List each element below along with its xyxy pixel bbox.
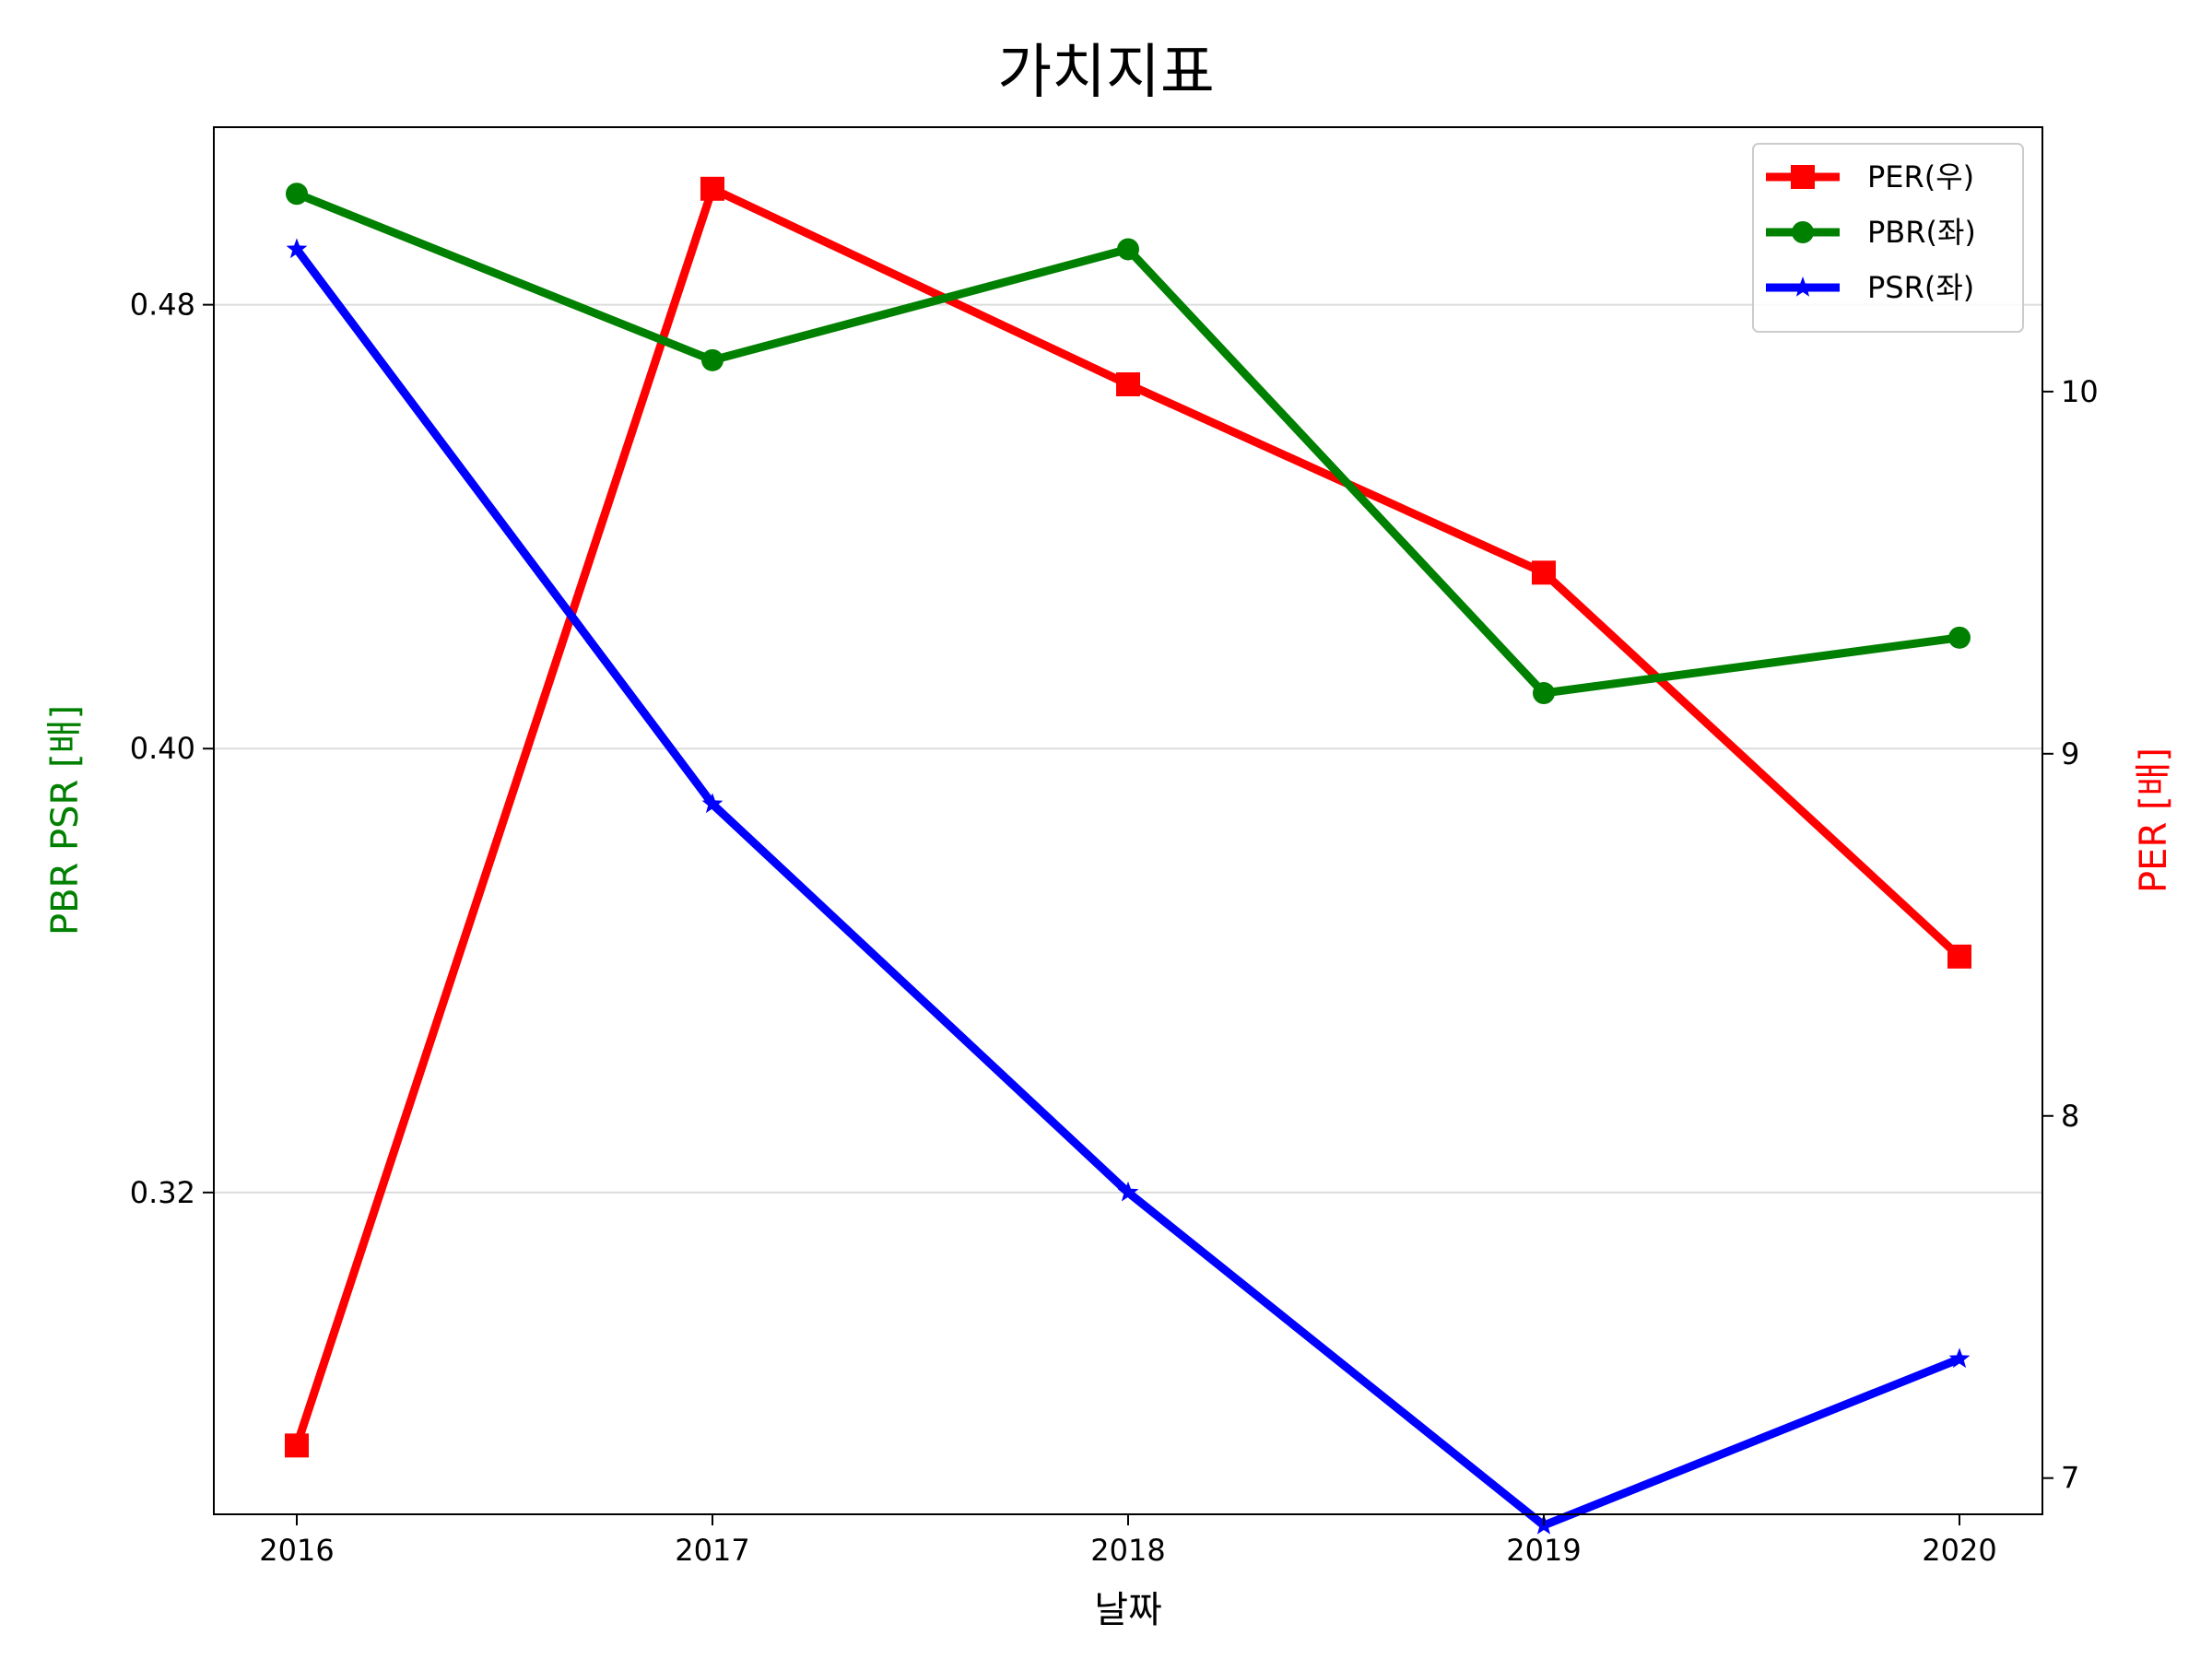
legend-marker [1791, 165, 1815, 189]
left-y-axis: 0.32 0.40 0.48 [130, 288, 214, 1210]
legend-label: PSR(좌) [1867, 270, 1974, 305]
series-2-point [286, 238, 308, 259]
series-0-point [1116, 371, 1140, 396]
markers-layer [285, 176, 1971, 1535]
x-axis-label: 날짜 [1094, 1589, 1162, 1631]
left-tick-label: 0.40 [130, 731, 195, 766]
x-tick-label: 2020 [1922, 1533, 1996, 1568]
left-tick-label: 0.48 [130, 288, 195, 323]
series-2-point [1117, 1181, 1139, 1202]
series-2-point [701, 793, 724, 814]
left-y-axis-label: PBR PSR [배] [44, 705, 87, 935]
right-tick-label: 8 [2061, 1099, 2079, 1134]
series-1-point [286, 182, 308, 206]
legend-marker [1792, 276, 1814, 297]
legend-label: PBR(좌) [1867, 215, 1976, 250]
series-1-point [701, 348, 724, 371]
series-0-point [1532, 560, 1556, 585]
x-tick-label: 2018 [1090, 1533, 1165, 1568]
legend-marker [1792, 221, 1814, 243]
x-tick-label: 2017 [675, 1533, 749, 1568]
series-0-point [700, 176, 724, 201]
legend-label: PER(우) [1867, 159, 1974, 194]
chart-title: 가치지표 [997, 39, 1215, 107]
right-tick-label: 9 [2061, 736, 2079, 771]
right-y-axis-label: PER [배] [2133, 747, 2175, 893]
x-axis: 2016 2017 2018 2019 2020 [259, 1514, 1997, 1568]
series-0-point [285, 1433, 309, 1458]
legend: PER(우) PBR(좌) PSR(좌) [1752, 143, 2024, 333]
series-1-point [1948, 626, 1971, 649]
right-tick-label: 7 [2061, 1461, 2079, 1496]
right-y-axis: 7 8 9 10 [2042, 374, 2099, 1496]
series-0-point [1947, 944, 1971, 969]
right-tick-label: 10 [2061, 374, 2099, 409]
series-2-point [1948, 1347, 1971, 1369]
series-1-point [1533, 682, 1555, 705]
left-tick-label: 0.32 [130, 1175, 195, 1210]
x-tick-label: 2016 [259, 1533, 334, 1568]
x-tick-label: 2019 [1506, 1533, 1581, 1568]
series-1-point [1117, 238, 1139, 261]
